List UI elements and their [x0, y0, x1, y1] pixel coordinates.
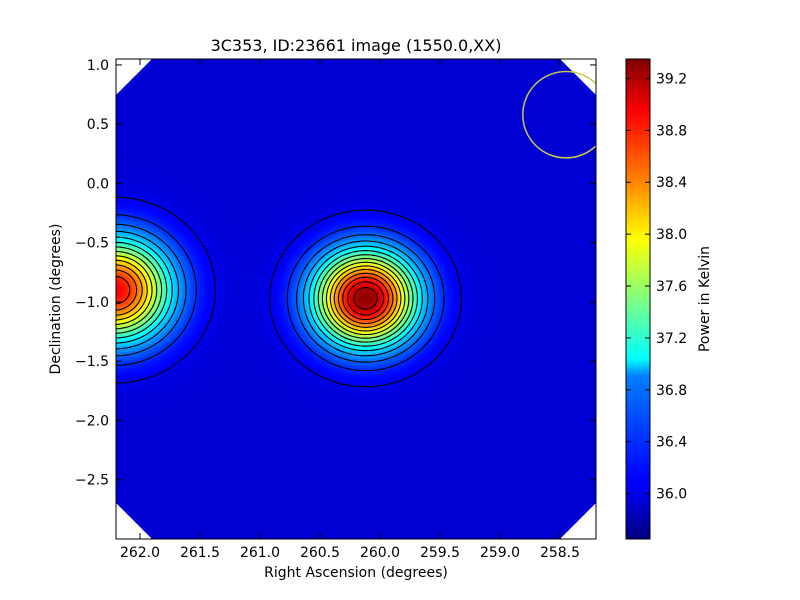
colorbar: 36.0 36.4 36.8 37.2 37.6 38.0 38.4 38.8 39.2 Pow… [625, 58, 713, 540]
contour-line [116, 246, 414, 343]
contour-line [116, 236, 423, 352]
colorbar-tick-label: 39.2 [656, 71, 687, 87]
colorbar-tick-label: 36.8 [656, 383, 687, 399]
y-tick-label: −1.0 [75, 295, 109, 311]
contour-line [116, 230, 429, 357]
colorbar-tick-label: 36.4 [656, 435, 687, 451]
contour-line [116, 250, 410, 339]
x-tick-label: 258.5 [540, 545, 580, 561]
contour-line [116, 214, 445, 372]
plot-area [115, 58, 597, 540]
x-tick-label: 259.0 [480, 545, 520, 561]
contour-line [116, 269, 394, 325]
y-axis: 1.0 0.5 0.0 −0.5 −1.0 −1.5 −2.0 −2.5 [75, 58, 596, 489]
beam-circle [522, 70, 596, 159]
y-tick-label: −2.0 [75, 413, 109, 429]
contour-lines [116, 196, 462, 388]
y-tick-label: −1.5 [75, 354, 109, 370]
x-tick-label: 261.5 [180, 545, 220, 561]
colorbar-tick-label: 37.6 [656, 279, 687, 295]
heatmap-image [116, 59, 596, 539]
y-tick-label: −2.5 [75, 473, 109, 489]
corner-mask-bottom-left [116, 503, 152, 539]
colorbar-gradient [625, 58, 651, 540]
y-tick-label: 1.0 [87, 58, 109, 74]
colorbar-tick-label: 37.2 [656, 331, 687, 347]
plot-frame [115, 58, 597, 540]
y-axis-label: Declination (degrees) [48, 224, 64, 375]
colorbar-tick-label: 38.8 [656, 123, 687, 139]
x-tick-label: 260.5 [300, 545, 340, 561]
y-tick-label: 0.5 [87, 117, 109, 133]
contour-line [116, 264, 398, 328]
colorbar-tick-label: 38.4 [656, 175, 687, 191]
corner-mask-top-left [116, 59, 152, 95]
x-tick-label: 262.0 [120, 545, 160, 561]
x-tick-label: 260.0 [360, 545, 400, 561]
x-axis-label: Right Ascension (degrees) [264, 565, 448, 581]
colorbar-tick-label: 36.0 [656, 487, 687, 503]
chart-title: 3C353, ID:23661 image (1550.0,XX) [211, 36, 502, 55]
contour-line [116, 259, 402, 332]
colorbar-tick-label: 38.0 [656, 227, 687, 243]
contour-line [116, 275, 390, 321]
x-axis: 262.0 261.5 261.0 260.5 260.0 259.5 259.0 258.5 [120, 59, 580, 561]
colorbar-ticks: 36.0 36.4 36.8 37.2 37.6 38.0 38.4 38.8 39.2 [626, 71, 687, 503]
contour-line [116, 196, 462, 388]
x-tick-label: 261.0 [240, 545, 280, 561]
contour-line [116, 223, 436, 363]
x-tick-label: 259.5 [420, 545, 460, 561]
contour-line [353, 287, 378, 310]
y-tick-label: 0.0 [87, 176, 109, 192]
corner-mask-top-right [560, 59, 596, 95]
colorbar-label: Power in Kelvin [697, 246, 713, 352]
corner-mask-bottom-right [560, 503, 596, 539]
y-tick-label: −0.5 [75, 236, 109, 252]
contour-line [347, 281, 385, 316]
